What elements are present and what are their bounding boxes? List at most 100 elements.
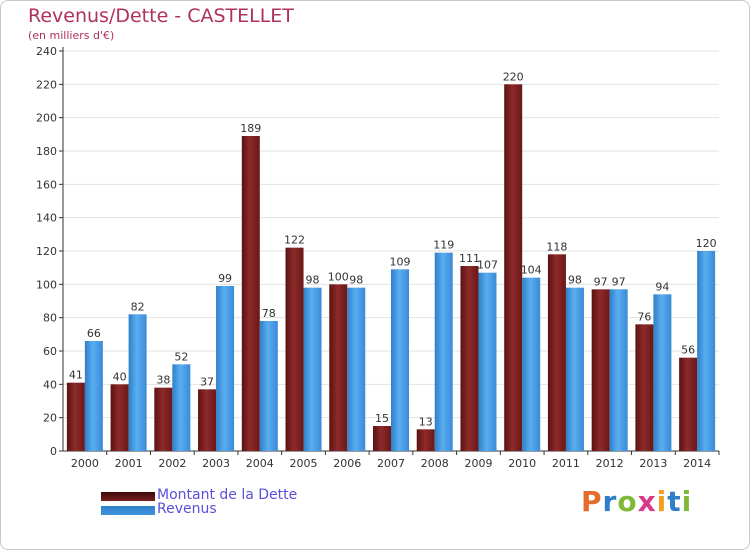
data-label-dette: 189: [240, 122, 261, 135]
x-tick-label: 2011: [552, 457, 580, 470]
logo-letter: t: [667, 485, 682, 518]
bar-revenus: [434, 252, 453, 451]
x-tick-label: 2001: [115, 457, 143, 470]
bar-dette: [679, 357, 698, 451]
data-label-dette: 38: [156, 374, 170, 387]
x-tick-label: 2013: [639, 457, 667, 470]
legend-label-dette: Montant de la Dette: [157, 487, 298, 503]
y-tick-label: 60: [43, 345, 57, 358]
data-label-revenus: 98: [306, 274, 320, 287]
chart-title: Revenus/Dette - CASTELLET: [28, 5, 294, 27]
data-label-revenus: 98: [568, 274, 582, 287]
data-label-revenus: 104: [521, 264, 542, 277]
data-label-dette: 56: [681, 344, 695, 357]
bar-revenus: [347, 287, 366, 451]
y-tick-label: 100: [36, 278, 57, 291]
data-label-dette: 37: [200, 375, 214, 388]
data-label-dette: 220: [503, 70, 524, 83]
y-tick-label: 160: [36, 178, 57, 191]
bar-revenus: [565, 287, 584, 451]
bar-revenus: [478, 272, 497, 451]
logo-letter: P: [581, 485, 603, 518]
data-label-dette: 100: [328, 270, 349, 283]
x-tick-label: 2007: [377, 457, 405, 470]
legend-swatch-dette: [101, 492, 155, 501]
data-label-revenus: 82: [131, 300, 145, 313]
y-tick-label: 80: [43, 312, 57, 325]
y-tick-label: 120: [36, 245, 57, 258]
bar-revenus: [653, 294, 672, 451]
x-tick-label: 2009: [464, 457, 492, 470]
logo-letter: o: [617, 485, 638, 518]
x-tick-label: 2014: [683, 457, 711, 470]
logo-letter: i: [681, 485, 693, 518]
x-tick-label: 2004: [246, 457, 274, 470]
data-label-revenus: 66: [87, 327, 101, 340]
bar-revenus: [84, 341, 103, 451]
y-tick-label: 220: [36, 78, 57, 91]
bar-revenus: [172, 364, 191, 451]
data-label-dette: 122: [284, 234, 305, 247]
bar-revenus: [259, 321, 278, 451]
data-label-revenus: 98: [349, 274, 363, 287]
data-label-dette: 13: [419, 415, 433, 428]
x-tick-label: 2012: [596, 457, 624, 470]
bar-revenus: [216, 286, 235, 451]
bar-dette: [154, 387, 173, 451]
x-tick-label: 2005: [290, 457, 318, 470]
bar-dette: [547, 254, 566, 451]
bar-revenus: [609, 289, 628, 451]
bar-dette: [460, 266, 479, 451]
bar-dette: [416, 429, 435, 451]
bar-dette: [285, 247, 304, 451]
data-label-revenus: 109: [390, 255, 411, 268]
bar-dette: [635, 324, 654, 451]
y-tick-label: 180: [36, 145, 57, 158]
data-label-revenus: 97: [612, 275, 626, 288]
x-tick-label: 2000: [71, 457, 99, 470]
legend-swatch-revenus: [101, 506, 155, 515]
data-label-dette: 15: [375, 412, 389, 425]
data-label-dette: 76: [637, 310, 651, 323]
bar-dette: [504, 84, 523, 451]
data-label-revenus: 99: [218, 272, 232, 285]
bar-revenus: [391, 269, 409, 451]
data-label-revenus: 94: [655, 280, 669, 293]
data-label-dette: 40: [113, 370, 127, 383]
bar-dette: [591, 289, 610, 451]
x-tick-label: 2010: [508, 457, 536, 470]
data-label-dette: 111: [459, 252, 480, 265]
bar-revenus: [303, 287, 322, 451]
data-label-revenus: 107: [477, 259, 498, 272]
y-tick-label: 140: [36, 212, 57, 225]
data-label-dette: 97: [594, 275, 608, 288]
chart-subtitle: (en milliers d'€): [28, 29, 115, 42]
x-tick-label: 2006: [333, 457, 361, 470]
y-tick-label: 0: [50, 445, 57, 458]
bar-revenus: [128, 314, 147, 451]
data-label-revenus: 120: [696, 237, 717, 250]
data-label-revenus: 78: [262, 307, 276, 320]
data-label-revenus: 52: [174, 350, 188, 363]
y-tick-label: 240: [36, 45, 57, 58]
y-tick-label: 20: [43, 412, 57, 425]
logo-letter: r: [602, 485, 618, 518]
legend-label-revenus: Revenus: [157, 501, 217, 517]
data-label-revenus: 119: [433, 239, 454, 252]
y-tick-label: 40: [43, 378, 57, 391]
bar-dette: [373, 426, 391, 451]
bar-dette: [110, 384, 129, 451]
bar-dette: [241, 136, 260, 451]
bar-revenus: [522, 277, 541, 451]
bar-dette: [198, 389, 217, 451]
logo-letter: x: [637, 485, 657, 518]
proxiti-logo: Proxiti: [581, 485, 692, 518]
logo-letter: i: [656, 485, 668, 518]
bar-revenus: [697, 251, 716, 451]
bar-dette: [66, 382, 85, 451]
x-tick-label: 2008: [421, 457, 449, 470]
data-label-dette: 118: [546, 240, 567, 253]
x-tick-label: 2002: [158, 457, 186, 470]
